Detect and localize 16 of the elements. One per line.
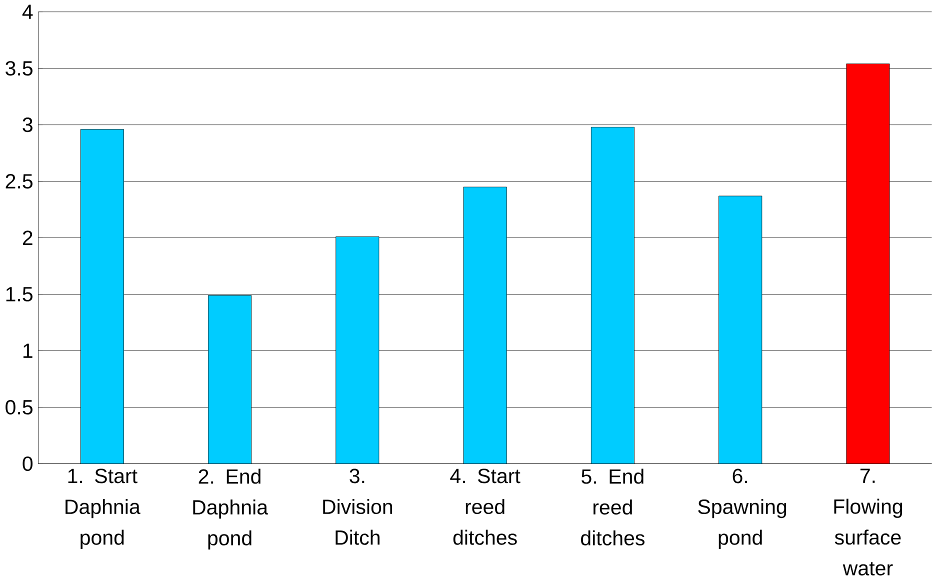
y-tick-label: 1 [23, 344, 32, 358]
x-tick-label: 2. End Daphnia pond [193, 468, 268, 550]
x-tick-label: 3. Division Ditch [323, 468, 392, 545]
y-tick-label: 0.5 [6, 400, 32, 414]
y-tick-label: 1.5 [6, 286, 32, 302]
y-tick-label: 0 [22, 456, 33, 471]
x-tick-label: 4. Start reed ditches [450, 468, 520, 545]
x-tick-label: 7. Flowing surface water [834, 468, 902, 576]
y-tick-label: 3 [22, 117, 32, 132]
x-tick-label: 1. Start Daphnia pond [66, 468, 140, 549]
x-tick-label: 6. Spawning pond [698, 468, 786, 549]
x-tick-label: 5. End reed ditches [581, 468, 644, 546]
y-tick-label: 2.5 [6, 174, 32, 188]
y-tick-label: 2 [22, 230, 32, 245]
y-tick-label: 4 [22, 4, 33, 19]
y-tick-label: 3.5 [6, 60, 32, 76]
